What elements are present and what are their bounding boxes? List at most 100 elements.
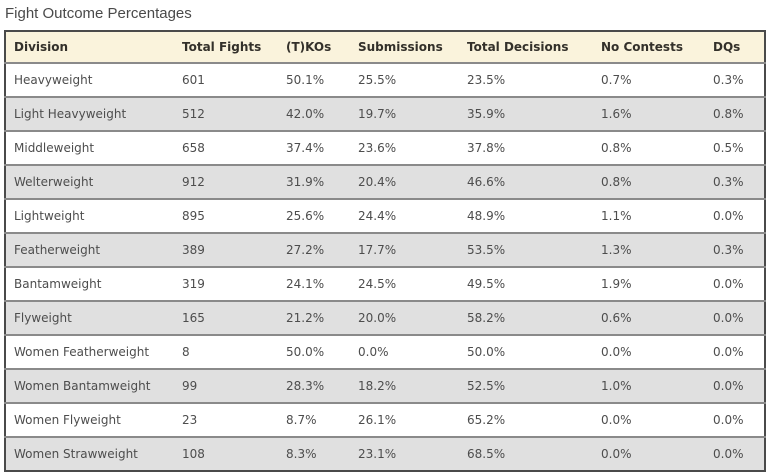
value-cell-t-kos: 21.2%	[278, 301, 350, 336]
value-cell-t-kos: 24.1%	[278, 267, 350, 302]
column-header-submissions: Submissions	[350, 31, 459, 64]
value-cell-t-kos: 8.7%	[278, 403, 350, 438]
column-header-total-decisions: Total Decisions	[459, 31, 593, 64]
division-cell: Heavyweight	[5, 63, 174, 98]
value-cell-no-contests: 1.1%	[593, 199, 705, 234]
value-cell-submissions: 26.1%	[350, 403, 459, 438]
value-cell-dqs: 0.0%	[705, 267, 765, 302]
value-cell-total-decisions: 37.8%	[459, 131, 593, 166]
value-cell-total-decisions: 53.5%	[459, 233, 593, 268]
value-cell-submissions: 24.5%	[350, 267, 459, 302]
value-cell-dqs: 0.0%	[705, 199, 765, 234]
value-cell-total-fights: 389	[174, 233, 278, 268]
value-cell-total-decisions: 58.2%	[459, 301, 593, 336]
value-cell-total-fights: 8	[174, 335, 278, 370]
table-row-heavyweight: Heavyweight 601 50.1% 25.5% 23.5% 0.7% 0.3%	[5, 63, 765, 98]
value-cell-submissions: 23.6%	[350, 131, 459, 166]
value-cell-t-kos: 27.2%	[278, 233, 350, 268]
value-cell-t-kos: 25.6%	[278, 199, 350, 234]
value-cell-total-fights: 601	[174, 63, 278, 98]
value-cell-total-fights: 319	[174, 267, 278, 302]
value-cell-total-fights: 912	[174, 165, 278, 200]
value-cell-total-decisions: 23.5%	[459, 63, 593, 98]
value-cell-dqs: 0.3%	[705, 165, 765, 200]
value-cell-total-fights: 23	[174, 403, 278, 438]
table-header: Division Total Fights (T)KOs Submissions Tot…	[5, 31, 765, 64]
division-cell: Middleweight	[5, 131, 174, 166]
division-cell: Light Heavyweight	[5, 97, 174, 132]
value-cell-no-contests: 0.8%	[593, 131, 705, 166]
division-cell: Flyweight	[5, 301, 174, 336]
value-cell-total-fights: 658	[174, 131, 278, 166]
value-cell-no-contests: 0.0%	[593, 335, 705, 370]
value-cell-total-decisions: 49.5%	[459, 267, 593, 302]
value-cell-t-kos: 28.3%	[278, 369, 350, 404]
value-cell-total-decisions: 52.5%	[459, 369, 593, 404]
value-cell-t-kos: 42.0%	[278, 97, 350, 132]
value-cell-t-kos: 31.9%	[278, 165, 350, 200]
value-cell-dqs: 0.0%	[705, 369, 765, 404]
value-cell-total-decisions: 65.2%	[459, 403, 593, 438]
column-header-t-kos: (T)KOs	[278, 31, 350, 64]
table-header-row: Division Total Fights (T)KOs Submissions Tot…	[5, 31, 765, 64]
column-header-total-fights: Total Fights	[174, 31, 278, 64]
value-cell-t-kos: 50.0%	[278, 335, 350, 370]
table-row-welterweight: Welterweight 912 31.9% 20.4% 46.6% 0.8% 0.3%	[5, 165, 765, 200]
value-cell-total-fights: 108	[174, 437, 278, 471]
value-cell-dqs: 0.3%	[705, 63, 765, 98]
division-cell: Women Strawweight	[5, 437, 174, 471]
table-body: Heavyweight 601 50.1% 25.5% 23.5% 0.7% 0.3% Lig…	[5, 63, 765, 471]
value-cell-dqs: 0.0%	[705, 335, 765, 370]
value-cell-dqs: 0.0%	[705, 403, 765, 438]
value-cell-no-contests: 1.3%	[593, 233, 705, 268]
table-row-women-featherweight: Women Featherweight 8 50.0% 0.0% 50.0% 0.0% 0.…	[5, 335, 765, 370]
value-cell-total-fights: 99	[174, 369, 278, 404]
division-cell: Bantamweight	[5, 267, 174, 302]
value-cell-total-decisions: 35.9%	[459, 97, 593, 132]
table-row-middleweight: Middleweight 658 37.4% 23.6% 37.8% 0.8% 0.5%	[5, 131, 765, 166]
value-cell-dqs: 0.0%	[705, 301, 765, 336]
table-row-bantamweight: Bantamweight 319 24.1% 24.5% 49.5% 1.9% 0.0%	[5, 267, 765, 302]
division-cell: Featherweight	[5, 233, 174, 268]
page-title: Fight Outcome Percentages	[5, 5, 192, 22]
value-cell-total-fights: 895	[174, 199, 278, 234]
value-cell-total-decisions: 50.0%	[459, 335, 593, 370]
value-cell-no-contests: 0.0%	[593, 403, 705, 438]
value-cell-no-contests: 0.7%	[593, 63, 705, 98]
value-cell-submissions: 25.5%	[350, 63, 459, 98]
value-cell-no-contests: 0.6%	[593, 301, 705, 336]
value-cell-dqs: 0.0%	[705, 437, 765, 471]
value-cell-submissions: 19.7%	[350, 97, 459, 132]
value-cell-total-decisions: 46.6%	[459, 165, 593, 200]
value-cell-total-fights: 165	[174, 301, 278, 336]
value-cell-no-contests: 1.6%	[593, 97, 705, 132]
value-cell-submissions: 18.2%	[350, 369, 459, 404]
value-cell-no-contests: 0.0%	[593, 437, 705, 471]
table-row-women-flyweight: Women Flyweight 23 8.7% 26.1% 65.2% 0.0% 0.0%	[5, 403, 765, 438]
value-cell-dqs: 0.8%	[705, 97, 765, 132]
division-cell: Women Flyweight	[5, 403, 174, 438]
value-cell-t-kos: 37.4%	[278, 131, 350, 166]
division-cell: Women Featherweight	[5, 335, 174, 370]
table-row-women-bantamweight: Women Bantamweight 99 28.3% 18.2% 52.5% 1.0% 0…	[5, 369, 765, 404]
value-cell-submissions: 0.0%	[350, 335, 459, 370]
value-cell-t-kos: 8.3%	[278, 437, 350, 471]
table-row-lightweight: Lightweight 895 25.6% 24.4% 48.9% 1.1% 0.0%	[5, 199, 765, 234]
value-cell-submissions: 20.4%	[350, 165, 459, 200]
value-cell-t-kos: 50.1%	[278, 63, 350, 98]
division-cell: Women Bantamweight	[5, 369, 174, 404]
value-cell-submissions: 20.0%	[350, 301, 459, 336]
value-cell-total-decisions: 68.5%	[459, 437, 593, 471]
column-header-division: Division	[5, 31, 174, 64]
value-cell-total-decisions: 48.9%	[459, 199, 593, 234]
table-row-women-strawweight: Women Strawweight 108 8.3% 23.1% 68.5% 0.0% 0.…	[5, 437, 765, 471]
table-row-light-heavyweight: Light Heavyweight 512 42.0% 19.7% 35.9% 1.6% 0…	[5, 97, 765, 132]
column-header-dqs: DQs	[705, 31, 765, 64]
value-cell-submissions: 17.7%	[350, 233, 459, 268]
value-cell-submissions: 24.4%	[350, 199, 459, 234]
value-cell-total-fights: 512	[174, 97, 278, 132]
division-cell: Welterweight	[5, 165, 174, 200]
value-cell-no-contests: 0.8%	[593, 165, 705, 200]
table-row-featherweight: Featherweight 389 27.2% 17.7% 53.5% 1.3% 0.3%	[5, 233, 765, 268]
